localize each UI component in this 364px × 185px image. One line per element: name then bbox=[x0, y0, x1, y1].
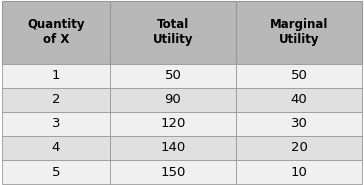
Text: 50: 50 bbox=[165, 69, 181, 82]
Bar bbox=[236, 136, 362, 160]
Bar bbox=[2, 64, 110, 88]
Text: 20: 20 bbox=[291, 142, 308, 154]
Bar bbox=[2, 112, 110, 136]
Text: Total
Utility: Total Utility bbox=[153, 18, 193, 46]
Text: Marginal
Utility: Marginal Utility bbox=[270, 18, 328, 46]
Text: 3: 3 bbox=[52, 117, 60, 130]
Text: 10: 10 bbox=[291, 166, 308, 179]
Text: 120: 120 bbox=[160, 117, 186, 130]
Text: 90: 90 bbox=[165, 93, 181, 106]
Bar bbox=[110, 136, 236, 160]
Text: 150: 150 bbox=[160, 166, 186, 179]
Bar bbox=[2, 1, 110, 64]
Bar bbox=[2, 160, 110, 184]
Bar bbox=[110, 112, 236, 136]
Text: 2: 2 bbox=[52, 93, 60, 106]
Text: 50: 50 bbox=[291, 69, 308, 82]
Bar bbox=[236, 1, 362, 64]
Bar bbox=[110, 64, 236, 88]
Text: 40: 40 bbox=[291, 93, 308, 106]
Text: 30: 30 bbox=[291, 117, 308, 130]
Text: 140: 140 bbox=[161, 142, 186, 154]
Bar bbox=[110, 88, 236, 112]
Bar bbox=[110, 160, 236, 184]
Bar bbox=[2, 88, 110, 112]
Text: 1: 1 bbox=[52, 69, 60, 82]
Text: 5: 5 bbox=[52, 166, 60, 179]
Text: Quantity
of X: Quantity of X bbox=[27, 18, 84, 46]
Bar bbox=[2, 136, 110, 160]
Bar bbox=[110, 1, 236, 64]
Bar bbox=[236, 160, 362, 184]
Bar bbox=[236, 112, 362, 136]
Text: 4: 4 bbox=[52, 142, 60, 154]
Bar bbox=[236, 88, 362, 112]
Bar bbox=[236, 64, 362, 88]
